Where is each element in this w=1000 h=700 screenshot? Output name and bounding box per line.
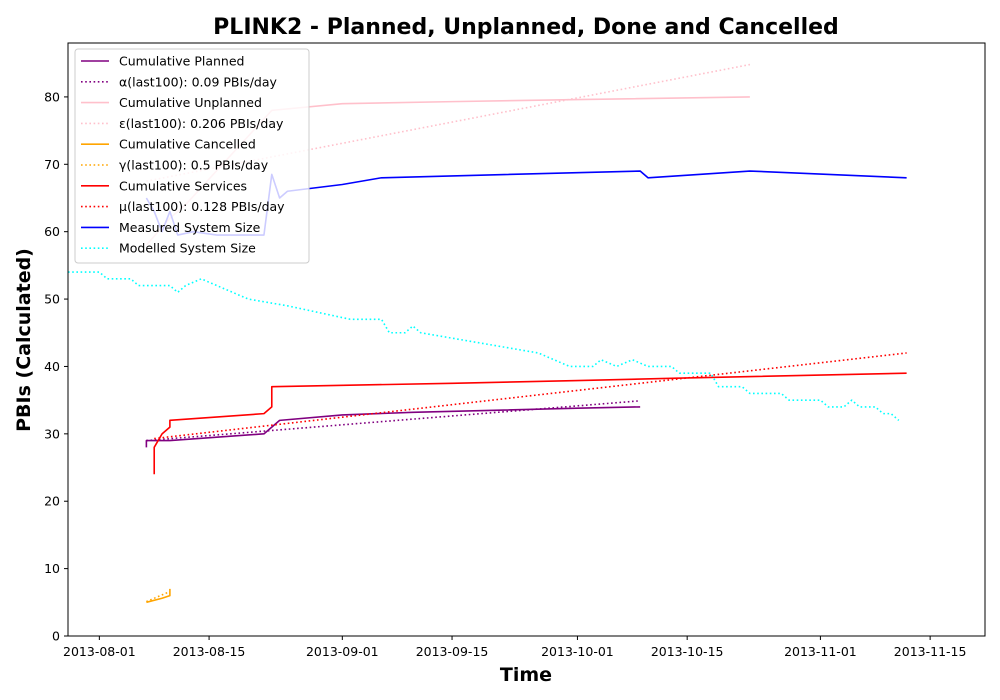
y-axis: 0 10 20 30 40 50 60 70 80 <box>44 89 68 644</box>
legend-label: α(last100): 0.09 PBIs/day <box>119 74 278 89</box>
legend-box <box>74 48 310 264</box>
series-line-1 <box>146 400 641 442</box>
y-tick-label: 70 <box>44 157 60 172</box>
legend-label: μ(last100): 0.128 PBIs/day <box>119 199 285 214</box>
y-tick-label: 40 <box>44 359 60 374</box>
x-tick-label: 2013-10-15 <box>651 644 724 659</box>
x-tick-label: 2013-09-01 <box>306 644 379 659</box>
legend-label: Modelled System Size <box>119 241 256 256</box>
x-axis: 2013-08-01 2013-08-15 2013-09-01 2013-09-15… <box>63 636 966 659</box>
y-tick-label: 10 <box>44 561 60 576</box>
x-tick-label: 2013-08-01 <box>63 644 136 659</box>
x-tick-label: 2013-11-15 <box>894 644 967 659</box>
legend-label: Measured System Size <box>119 220 261 235</box>
series-line-3 <box>146 63 751 182</box>
y-tick-label: 0 <box>52 629 60 644</box>
x-tick-label: 2013-10-01 <box>541 644 614 659</box>
plot-frame <box>67 42 986 637</box>
legend-label: Cumulative Unplanned <box>119 95 262 110</box>
x-tick-label: 2013-09-15 <box>416 644 489 659</box>
y-tick-label: 50 <box>44 292 60 307</box>
legend-label: Cumulative Planned <box>119 54 244 69</box>
series-line-6 <box>153 372 907 475</box>
legend-label: γ(last100): 0.5 PBIs/day <box>119 158 269 173</box>
y-tick-label: 80 <box>44 89 60 104</box>
series-line-5 <box>146 590 171 603</box>
x-axis-label: Time <box>500 664 552 686</box>
y-tick-label: 30 <box>44 426 60 441</box>
legend-label: Cumulative Cancelled <box>119 137 256 152</box>
y-axis-label: PBIs (Calculated) <box>13 248 35 432</box>
y-tick-label: 60 <box>44 224 60 239</box>
legend: Cumulative Planned α(last100): 0.09 PBIs/… <box>74 48 310 264</box>
legend-label: Cumulative Services <box>119 178 247 193</box>
y-tick-label: 20 <box>44 494 60 509</box>
x-tick-label: 2013-11-01 <box>784 644 857 659</box>
series-line-0 <box>145 406 641 448</box>
chart-title: PLINK2 - Planned, Unplanned, Done and Ca… <box>213 15 839 40</box>
series-line-7 <box>154 352 907 440</box>
legend-label: ε(last100): 0.206 PBIs/day <box>119 116 284 131</box>
x-tick-label: 2013-08-15 <box>173 644 246 659</box>
